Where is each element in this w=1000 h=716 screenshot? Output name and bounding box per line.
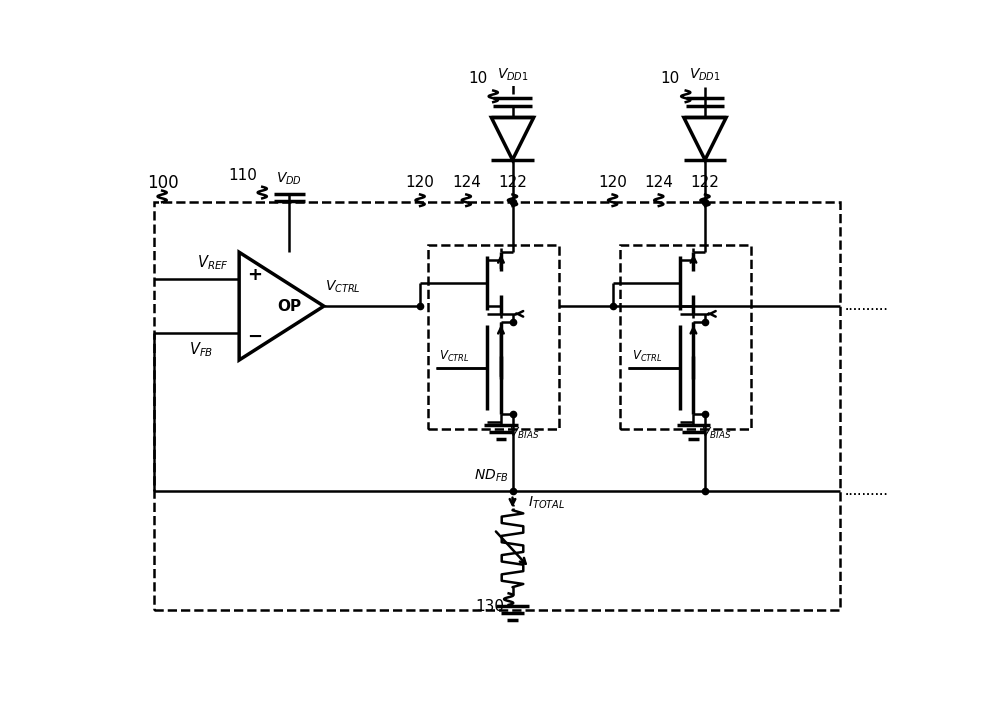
Bar <box>620 245 751 430</box>
Text: −: − <box>247 328 262 346</box>
Text: 130: 130 <box>475 599 504 614</box>
Text: 124: 124 <box>644 175 673 190</box>
Text: 124: 124 <box>452 175 481 190</box>
Text: $V_{FB}$: $V_{FB}$ <box>189 341 213 359</box>
Text: $V_{DD}$: $V_{DD}$ <box>276 171 302 188</box>
Text: +: + <box>247 266 262 284</box>
Text: 110: 110 <box>229 168 257 183</box>
Text: $V_{BIAS}$: $V_{BIAS}$ <box>509 425 539 441</box>
Text: ..........: .......... <box>845 299 889 313</box>
Text: $V_{DD1}$: $V_{DD1}$ <box>689 67 721 83</box>
Text: $V_{CTRL}$: $V_{CTRL}$ <box>325 279 361 295</box>
Text: ..........: .......... <box>845 484 889 498</box>
Text: $V_{CTRL}$: $V_{CTRL}$ <box>632 349 662 364</box>
Text: 10: 10 <box>661 72 680 87</box>
Bar <box>154 202 840 610</box>
Text: 100: 100 <box>147 174 178 192</box>
Text: $I_{TOTAL}$: $I_{TOTAL}$ <box>528 494 565 511</box>
Text: $V_{REF}$: $V_{REF}$ <box>197 253 228 271</box>
Text: OP: OP <box>277 299 301 314</box>
Text: 10: 10 <box>468 72 487 87</box>
Text: 120: 120 <box>598 175 627 190</box>
Text: ..........: .......... <box>845 484 889 498</box>
Bar <box>428 245 559 430</box>
Text: 122: 122 <box>498 175 527 190</box>
Text: ..........: .......... <box>845 299 889 313</box>
Text: 122: 122 <box>691 175 719 190</box>
Text: $V_{DD1}$: $V_{DD1}$ <box>497 67 528 83</box>
Text: $V_{CTRL}$: $V_{CTRL}$ <box>439 349 470 364</box>
Text: $V_{BIAS}$: $V_{BIAS}$ <box>701 425 732 441</box>
Text: $ND_{FB}$: $ND_{FB}$ <box>474 468 509 484</box>
Text: 120: 120 <box>406 175 435 190</box>
